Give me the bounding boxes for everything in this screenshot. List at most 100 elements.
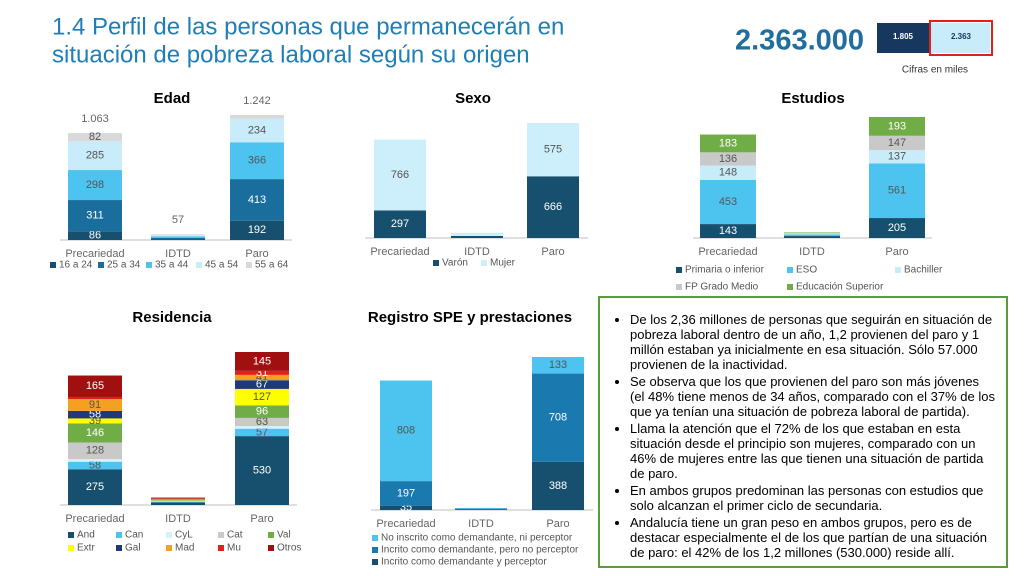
- data-label: 67: [256, 378, 268, 390]
- bar-segment: [235, 352, 289, 371]
- legend-label: Extr: [77, 543, 95, 554]
- legend-label: Varón: [442, 258, 468, 269]
- bar-segment: [68, 423, 122, 443]
- x-tick-label: Precariedad: [65, 248, 124, 260]
- legend-swatch: [372, 559, 378, 565]
- bar-segment: [68, 141, 122, 171]
- bar-segment: [235, 436, 289, 505]
- legend-swatch: [246, 262, 252, 268]
- legend-swatch: [98, 262, 104, 268]
- bar-segment: [527, 176, 579, 238]
- legend-swatch: [196, 262, 202, 268]
- bar-segment: [230, 142, 284, 180]
- data-label: 136: [719, 153, 737, 165]
- data-label: 145: [253, 355, 271, 367]
- legend-swatch: [146, 262, 152, 268]
- legend-swatch: [268, 532, 274, 538]
- data-label: 91: [89, 399, 101, 411]
- bar-segment: [235, 380, 289, 389]
- data-label: 561: [888, 185, 906, 197]
- legend-label: Val: [277, 530, 291, 541]
- data-label: 575: [544, 144, 562, 156]
- legend-swatch: [166, 532, 172, 538]
- legend-swatch: [481, 260, 487, 266]
- x-tick-label: Precariedad: [65, 513, 124, 525]
- legend-label: Educación Superior: [796, 282, 884, 293]
- bar-segment: [869, 218, 925, 238]
- legend-label: And: [77, 530, 95, 541]
- highlight: [929, 20, 993, 56]
- legend-swatch: [116, 532, 122, 538]
- legend-label: Can: [125, 530, 143, 541]
- bar-segment: [151, 500, 205, 501]
- slide-title: situación de pobreza laboral según su or…: [52, 41, 530, 68]
- bar-segment: [784, 234, 840, 237]
- slide-title: 1.4 Perfil de las personas que permanece…: [52, 13, 564, 40]
- data-label: 137: [888, 151, 906, 163]
- data-label: 205: [888, 222, 906, 234]
- data-label: 366: [248, 155, 266, 167]
- bar-segment: [68, 170, 122, 201]
- data-label: 82: [89, 131, 101, 143]
- bar-segment: [230, 115, 284, 119]
- legend-label: Gal: [125, 543, 141, 554]
- legend-swatch: [372, 535, 378, 541]
- x-tick-label: IDTD: [468, 518, 494, 530]
- data-label: 147: [888, 137, 906, 149]
- bar-segment: [235, 370, 289, 375]
- data-label: 133: [549, 359, 567, 371]
- legend-swatch: [116, 545, 122, 551]
- legend-label: 35 a 44: [155, 260, 189, 271]
- summary-label: 1.805: [893, 32, 914, 41]
- data-label: 808: [397, 425, 415, 437]
- bar-segment: [455, 508, 507, 510]
- x-tick-label: Precariedad: [370, 246, 429, 258]
- legend-swatch: [895, 267, 901, 273]
- bar-segment: [68, 469, 122, 505]
- bar-segment: [230, 220, 284, 240]
- bar-segment: [380, 505, 432, 510]
- data-label: 128: [86, 445, 104, 457]
- bullet: En ambos grupos predominan las personas …: [630, 483, 996, 513]
- legend-label: Otros: [277, 543, 301, 554]
- bar-segment: [235, 405, 289, 418]
- bar-segment: [151, 234, 205, 237]
- legend-label: CyL: [175, 530, 193, 541]
- legend-swatch: [268, 545, 274, 551]
- legend-swatch: [50, 262, 56, 268]
- bar-segment: [451, 235, 503, 238]
- bar-segment: [532, 373, 584, 462]
- text-box: De los 2,36 millones de personas que seg…: [598, 296, 1008, 568]
- x-tick-label: Paro: [245, 248, 268, 260]
- bar-segment: [700, 165, 756, 180]
- bar-segment: [700, 134, 756, 153]
- x-tick-label: Paro: [541, 246, 564, 258]
- total-label: 1.242: [243, 95, 271, 107]
- bar-segment: [235, 388, 289, 406]
- data-label: 298: [86, 179, 104, 191]
- x-tick-label: IDTD: [165, 248, 191, 260]
- legend-label: 16 a 24: [59, 260, 93, 271]
- bar-segment: [68, 418, 122, 424]
- legend-swatch: [68, 532, 74, 538]
- data-label: 297: [391, 218, 409, 230]
- data-label: 58: [89, 409, 101, 421]
- data-label: 146: [86, 427, 104, 439]
- bar-segment: [230, 179, 284, 221]
- legend-swatch: [676, 267, 682, 273]
- summary-box: [877, 23, 930, 53]
- legend-label: Incrito como demandante y perceptor: [381, 557, 547, 568]
- bar-segment: [700, 179, 756, 225]
- data-label: 388: [549, 480, 567, 492]
- summary-box: [930, 23, 990, 53]
- bar-segment: [68, 375, 122, 397]
- bar-segment: [151, 239, 205, 240]
- chart-title: Estudios: [781, 90, 844, 107]
- x-tick-label: Paro: [250, 513, 273, 525]
- bar-segment: [151, 500, 205, 502]
- legend-label: ESO: [796, 265, 817, 276]
- legend-label: Mad: [175, 543, 194, 554]
- total-label: 1.063: [81, 113, 109, 125]
